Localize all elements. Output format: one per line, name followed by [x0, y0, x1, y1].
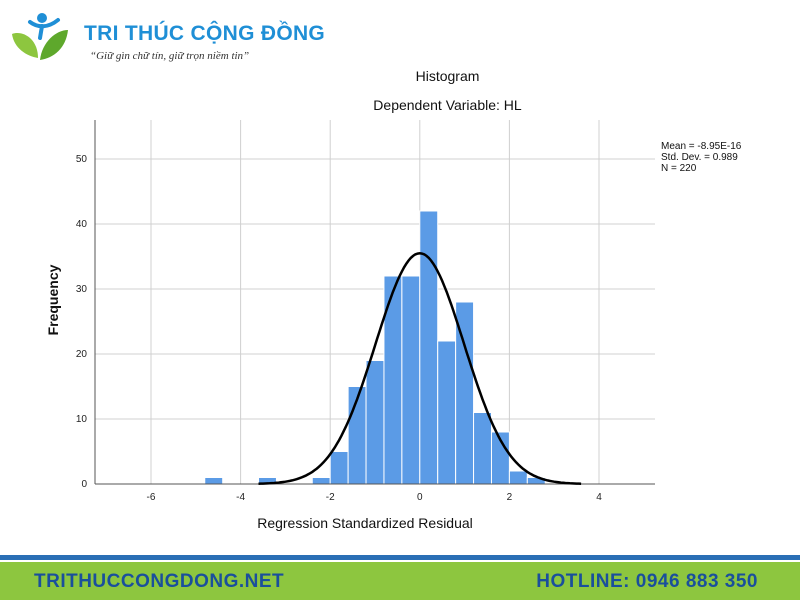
x-tick-label: 0: [417, 492, 423, 503]
x-tick-label: 4: [596, 492, 602, 503]
stats-n: N = 220: [661, 163, 697, 174]
y-tick-label: 50: [76, 154, 88, 165]
histogram-bar: [473, 412, 492, 485]
stats-legend: Mean = -8.95E-16 Std. Dev. = 0.989 N = 2…: [661, 141, 741, 174]
chart-title: Histogram: [415, 68, 480, 84]
histogram-bar: [365, 360, 385, 485]
footer-bar: TRITHUCCONGDONG.NET HOTLINE: 0946 883 35…: [0, 562, 800, 600]
y-tick-label: 40: [76, 219, 88, 230]
x-tick-label: -4: [236, 492, 245, 503]
y-tick-label: 20: [76, 349, 88, 360]
histogram-bar: [437, 340, 457, 485]
histogram-bar: [419, 210, 439, 485]
chart-subtitle: Dependent Variable: HL: [373, 97, 522, 113]
histogram-bar: [329, 451, 349, 485]
histogram-bar: [311, 477, 331, 485]
x-tick-label: -2: [326, 492, 335, 503]
footer-hotline: HOTLINE: 0946 883 350: [536, 571, 758, 592]
brand-logo: TRI THÚC CỘNG ĐỒNG “Giữ gìn chữ tín, giữ…: [8, 8, 325, 64]
normal-curve: [258, 252, 582, 485]
brand-name: TRI THÚC CỘNG ĐỒNG: [84, 22, 326, 45]
histogram-bar: [401, 275, 421, 485]
footer-divider: [0, 555, 800, 560]
y-tick-label: 0: [81, 479, 87, 490]
brand-slogan: “Giữ gìn chữ tín, giữ trọn niềm tin”: [90, 50, 250, 62]
footer-website-link[interactable]: TRITHUCCONGDONG.NET: [34, 571, 285, 592]
stats-sd: Std. Dev. = 0.989: [661, 152, 738, 163]
x-tick-label: 2: [507, 492, 513, 503]
x-tick-label: -6: [147, 492, 156, 503]
histogram-bar: [508, 470, 528, 485]
stats-mean: Mean = -8.95E-16: [661, 141, 742, 152]
leaf-person-icon: [12, 13, 68, 60]
y-axis-label: Frequency: [45, 264, 61, 335]
y-tick-label: 30: [76, 284, 88, 295]
y-tick-label: 10: [76, 414, 88, 425]
histogram-bar: [204, 477, 224, 485]
x-axis-label: Regression Standardized Residual: [257, 515, 473, 531]
